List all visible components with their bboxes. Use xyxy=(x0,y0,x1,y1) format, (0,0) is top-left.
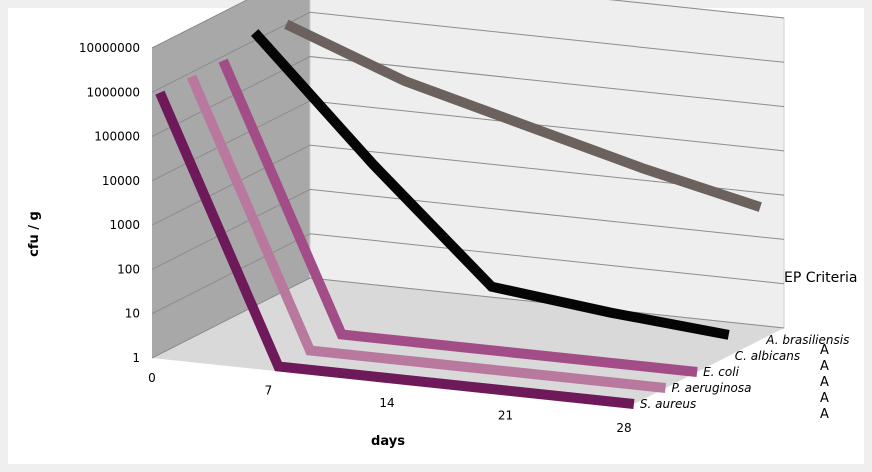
series-labels: S. aureus P. aeruginosa E. coli C. albicans… xyxy=(640,333,849,411)
series-line-p-aeruginosa xyxy=(186,74,667,393)
x-tick-label: 21 xyxy=(498,409,513,423)
series-label: P. aeruginosa xyxy=(672,381,752,395)
series-line-a-brasiliensis xyxy=(284,19,762,212)
x-tick-label: 7 xyxy=(265,384,273,398)
back-wall xyxy=(309,0,785,329)
chart-series xyxy=(155,19,762,409)
gridline xyxy=(151,188,785,270)
y-tick-label: 10 xyxy=(125,307,140,321)
y-tick-labels: 1 10 100 1000 10000 100000 1000000 10000000 xyxy=(79,41,140,365)
y-tick-label: 100000 xyxy=(94,130,140,144)
y-tick-label: 1000000 xyxy=(87,85,140,99)
series-label: S. aureus xyxy=(640,397,696,411)
gridline xyxy=(151,11,785,93)
series-label: C. albicans xyxy=(735,349,800,363)
series-label: E. coli xyxy=(703,365,739,379)
x-tick-label: 0 xyxy=(148,371,156,385)
series-line-s-aureus xyxy=(155,90,635,409)
ep-criteria-value: A xyxy=(820,343,829,358)
series-label: A. brasiliensis xyxy=(765,333,849,347)
ep-criteria-value: A xyxy=(820,375,829,390)
x-tick-labels: 0 7 14 21 28 xyxy=(148,371,631,435)
gridline xyxy=(151,0,785,49)
y-tick-label: 1000 xyxy=(109,218,140,232)
y-tick-label: 100 xyxy=(117,262,140,276)
gridline xyxy=(151,233,785,315)
ep-criteria-title: EP Criteria xyxy=(784,270,858,286)
y-axis-title: cfu / g xyxy=(27,211,42,257)
x-axis-title: days xyxy=(371,434,405,449)
ep-criteria-value: A xyxy=(820,391,829,406)
y-tick-label: 10000000 xyxy=(79,41,140,55)
y-tick-label: 1 xyxy=(132,351,140,365)
series-line-c-albicans xyxy=(250,29,730,340)
x-tick-label: 14 xyxy=(379,396,394,410)
ep-criteria-value: A xyxy=(820,359,829,374)
x-tick-label: 28 xyxy=(616,421,631,435)
series-line-e-coli xyxy=(218,58,698,377)
ep-criteria-value: A xyxy=(820,407,829,422)
y-tick-label: 10000 xyxy=(102,174,140,188)
